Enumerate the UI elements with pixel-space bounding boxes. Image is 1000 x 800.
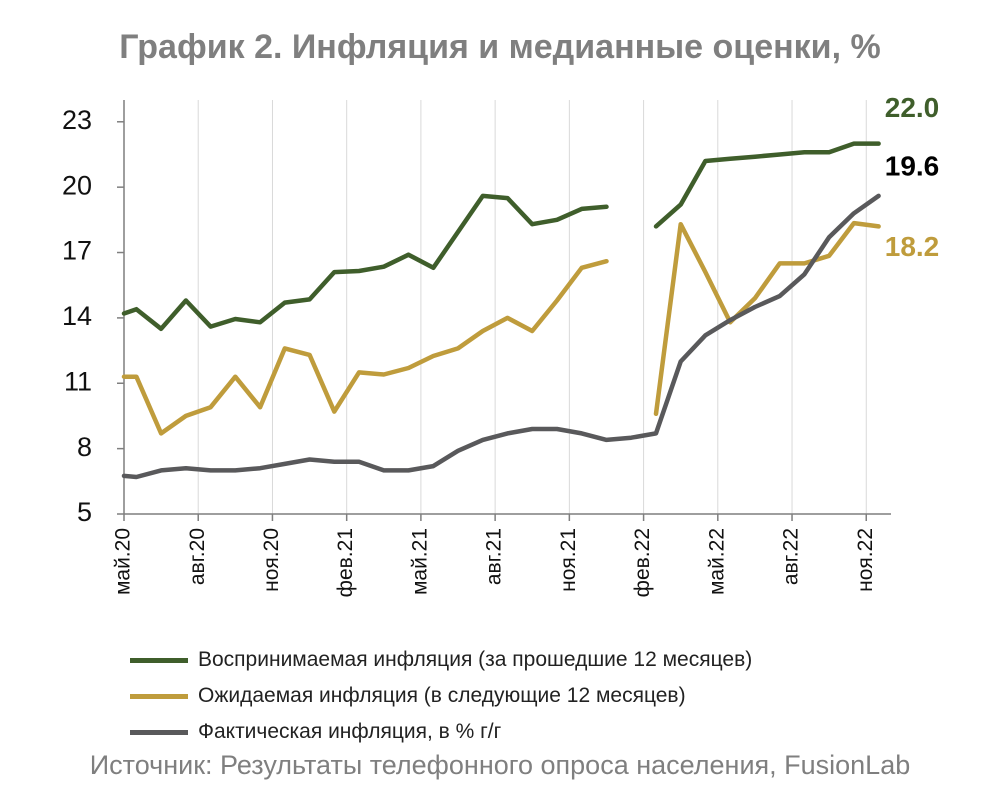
y-tick-label: 8 bbox=[77, 432, 92, 462]
legend-swatch-actual bbox=[130, 729, 188, 735]
legend-item-perceived: Воспринимаемая инфляция (за прошедшие 12… bbox=[130, 642, 752, 678]
series-line-actual bbox=[121, 193, 881, 480]
x-tick-label: фев.21 bbox=[334, 528, 357, 597]
series-line-perceived bbox=[653, 141, 881, 229]
x-tick-label: май.22 bbox=[705, 528, 728, 595]
y-tick-label: 11 bbox=[64, 366, 92, 396]
x-tick-label: май.21 bbox=[408, 528, 431, 595]
legend-item-actual: Фактическая инфляция, в % г/г bbox=[130, 714, 752, 750]
series-line-expected bbox=[653, 220, 881, 417]
legend-swatch-expected bbox=[130, 693, 188, 699]
legend: Воспринимаемая инфляция (за прошедшие 12… bbox=[130, 642, 752, 750]
end-label-perceived: 22.0 bbox=[885, 92, 940, 123]
x-tick-label: ноя.22 bbox=[854, 528, 877, 592]
x-tick-label: ноя.20 bbox=[260, 528, 283, 592]
x-tick-label: авг.20 bbox=[186, 528, 209, 585]
y-tick-label: 17 bbox=[62, 236, 92, 266]
x-tick-label: авг.21 bbox=[483, 528, 506, 585]
legend-label-perceived: Воспринимаемая инфляция (за прошедшие 12… bbox=[198, 648, 753, 671]
series-lines bbox=[121, 141, 881, 480]
grid-lines bbox=[123, 100, 867, 514]
end-value-labels: 22.0 18.2 19.6 bbox=[885, 92, 940, 262]
x-tick-label: авг.22 bbox=[780, 528, 803, 585]
x-tick-label: май.20 bbox=[112, 528, 135, 595]
legend-label-expected: Ожидаемая инфляция (в следующие 12 месяц… bbox=[198, 684, 686, 707]
y-tick-label: 5 bbox=[77, 497, 92, 527]
end-label-actual: 19.6 bbox=[885, 150, 940, 181]
y-tick-label: 23 bbox=[62, 105, 92, 135]
series-line-expected bbox=[121, 258, 609, 436]
y-tick-label: 14 bbox=[62, 301, 92, 331]
legend-swatch-perceived bbox=[130, 657, 188, 663]
axes: май.20 авг.20 ноя.20 фев.21 май.21 авг.21 ноя.… bbox=[62, 100, 891, 597]
end-label-expected: 18.2 bbox=[885, 231, 940, 262]
x-tick-label: ноя.21 bbox=[557, 528, 580, 592]
source-note: Источник: Результаты телефонного опроса … bbox=[89, 750, 911, 780]
legend-item-expected: Ожидаемая инфляция (в следующие 12 месяц… bbox=[130, 678, 752, 714]
y-tick-label: 20 bbox=[62, 170, 92, 200]
x-tick-label: фев.22 bbox=[631, 528, 654, 597]
series-line-perceived bbox=[121, 193, 609, 332]
legend-label-actual: Фактическая инфляция, в % г/г bbox=[198, 720, 502, 743]
chart-title: График 2. Инфляция и медианные оценки, % bbox=[119, 28, 881, 66]
